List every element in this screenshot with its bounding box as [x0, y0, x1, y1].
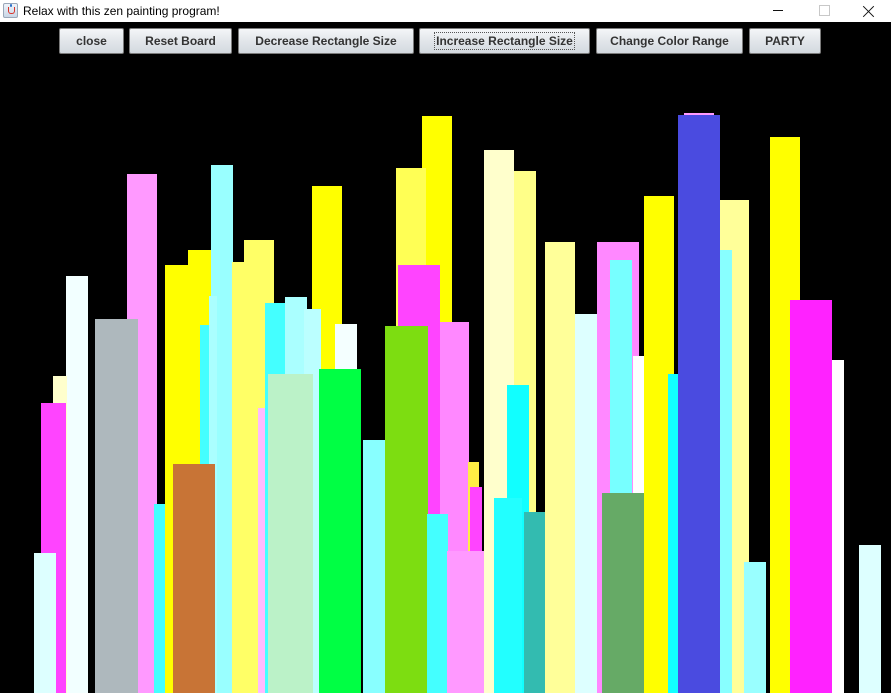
- change-color-range-button[interactable]: Change Color Range: [596, 28, 743, 54]
- reset-board-button-label: Reset Board: [145, 34, 216, 48]
- painted-rectangle: [678, 115, 720, 693]
- painted-rectangle: [859, 545, 881, 693]
- minimize-button[interactable]: [755, 0, 801, 22]
- painted-rectangle: [34, 553, 56, 693]
- party-button-label: PARTY: [765, 34, 805, 48]
- painted-rectangle: [790, 300, 832, 693]
- painted-rectangle: [95, 319, 138, 693]
- painted-rectangle: [602, 493, 644, 693]
- painted-rectangle: [173, 464, 215, 693]
- painting-canvas[interactable]: [0, 60, 891, 693]
- painted-rectangle: [744, 562, 766, 693]
- close-button[interactable]: close: [59, 28, 124, 54]
- painted-rectangle: [363, 440, 385, 693]
- painted-rectangle: [258, 408, 268, 693]
- painted-rectangle: [427, 514, 448, 693]
- party-button[interactable]: PARTY: [749, 28, 821, 54]
- close-icon: [862, 5, 875, 18]
- java-coffee-cup-icon: [3, 3, 18, 18]
- increase-rectangle-size-button-label: Increase Rectangle Size: [434, 32, 575, 50]
- change-color-range-button-label: Change Color Range: [610, 34, 729, 48]
- maximize-button: [801, 0, 847, 22]
- reset-board-button[interactable]: Reset Board: [129, 28, 232, 54]
- painted-rectangle: [447, 551, 487, 693]
- painted-rectangle: [494, 498, 522, 693]
- close-button-label: close: [76, 34, 107, 48]
- title-bar[interactable]: Relax with this zen painting program!: [0, 0, 891, 22]
- minimize-icon: [773, 10, 783, 11]
- painted-rectangle: [232, 262, 246, 693]
- decrease-rectangle-size-button[interactable]: Decrease Rectangle Size: [238, 28, 414, 54]
- increase-rectangle-size-button[interactable]: Increase Rectangle Size: [419, 28, 590, 54]
- painted-rectangle: [319, 369, 361, 693]
- painted-rectangle: [545, 242, 575, 693]
- painted-rectangle: [832, 360, 844, 693]
- painted-rectangle: [720, 250, 732, 693]
- painted-rectangle: [268, 374, 313, 693]
- maximize-icon: [819, 5, 830, 16]
- painted-rectangle: [66, 276, 88, 693]
- close-window-button[interactable]: [846, 0, 891, 22]
- window-title: Relax with this zen painting program!: [23, 4, 220, 18]
- painted-rectangle: [575, 314, 598, 693]
- toolbar: close Reset Board Decrease Rectangle Siz…: [0, 22, 891, 60]
- painted-rectangle: [385, 326, 428, 693]
- decrease-rectangle-size-button-label: Decrease Rectangle Size: [255, 34, 397, 48]
